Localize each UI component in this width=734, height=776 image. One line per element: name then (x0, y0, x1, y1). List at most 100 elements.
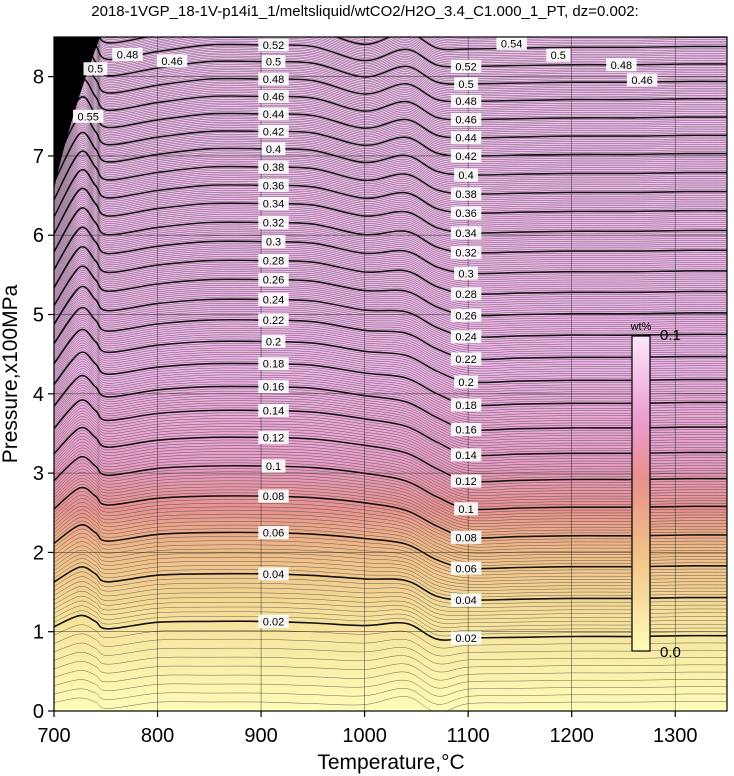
contour-label-bg (450, 330, 482, 344)
x-tick-label: 900 (244, 725, 277, 747)
contour-label: 0.24 (263, 294, 284, 306)
contour-label-bg (450, 448, 482, 462)
contour-label: 0.28 (455, 289, 476, 301)
contour-labels: 0.02 0.02 0.04 0.04 0.06 0.06 0.08 0.08 0.1 0.1 0.… (72, 36, 658, 645)
contour-label-bg (258, 380, 289, 394)
contour-label-bg (450, 474, 482, 488)
contour-label: 0.16 (455, 425, 476, 437)
x-tick-label: 1100 (447, 725, 490, 747)
contour-label-bg (83, 62, 108, 76)
contour-label: 0.5 (458, 79, 473, 91)
contour-label: 0.16 (263, 382, 284, 394)
contour-label: 0.22 (455, 354, 476, 366)
contour-label: 0.34 (455, 228, 476, 240)
y-tick-label: 1 (33, 622, 44, 644)
colorbar-bar (631, 335, 651, 652)
contour-label: 0.44 (263, 109, 284, 121)
contour-label: 0.2 (266, 336, 281, 348)
contour-label: 0.24 (455, 332, 476, 344)
contour-label-bg (72, 109, 104, 123)
contour-label: 0.44 (455, 133, 476, 145)
colorbar-max-label: 0.1 (660, 327, 681, 344)
contour-label-bg (258, 273, 289, 287)
contour-label-bg (454, 168, 478, 182)
contour-label-bg (450, 593, 482, 607)
x-tick-label: 1300 (653, 725, 698, 747)
contour-label-bg (156, 54, 188, 68)
grid (54, 37, 727, 711)
contour-label: 0.55 (77, 111, 98, 123)
contour-label: 0.06 (455, 563, 476, 575)
contour-label-bg (450, 206, 482, 220)
contour-label-bg (261, 55, 286, 69)
chart-title: 2018-1VGP_18-1V-p14i1_1/meltsliquid/wtCO… (91, 3, 638, 20)
contour-label: 0.46 (161, 56, 182, 68)
contour-label: 0.26 (455, 310, 476, 322)
black-corner (54, 37, 100, 190)
contour-label-bg (450, 187, 482, 201)
colorbar-min-label: 0.0 (660, 644, 681, 661)
contour-label-bg (258, 489, 289, 503)
y-axis-label: Pressure,x100MPa (0, 284, 22, 463)
contour-label-bg (258, 526, 289, 540)
contour-label: 0.12 (263, 432, 284, 444)
contour-label-bg (258, 430, 289, 444)
contour-label-bg (258, 403, 289, 417)
contour-label-bg (261, 334, 286, 348)
contour-label-bg (258, 124, 289, 138)
contour-label-bg (261, 142, 286, 156)
contour-label-bg (258, 178, 289, 192)
contour-label-bg (258, 89, 289, 103)
contour-label-bg (450, 59, 482, 73)
contour-label-bg (258, 72, 289, 86)
contour-label: 0.32 (455, 248, 476, 260)
contour-label: 0.02 (263, 616, 284, 628)
contour-label-bg (450, 308, 482, 322)
contour-label: 0.46 (455, 114, 476, 126)
contour-label: 0.26 (263, 275, 284, 287)
y-tick-label: 3 (33, 463, 44, 485)
x-tick-label: 700 (37, 725, 70, 747)
contour-label: 0.22 (263, 315, 284, 327)
contour-label: 0.14 (263, 405, 284, 417)
contour-label: 0.06 (263, 528, 284, 540)
contour-label-bg (258, 216, 289, 230)
contour-label: 0.1 (458, 504, 473, 516)
contour-label: 0.18 (455, 400, 476, 412)
contour-label: 0.5 (88, 64, 103, 76)
contour-label-bg (450, 226, 482, 240)
contour-label-bg (258, 292, 289, 306)
y-tick-label: 6 (33, 225, 44, 247)
contour-label: 0.36 (263, 180, 284, 192)
contour-label-bg (454, 266, 478, 280)
colorbar: wt% 0.1 0.0 (630, 321, 681, 661)
contour-label-bg (450, 561, 482, 575)
contour-label: 0.4 (266, 144, 281, 156)
contour-label: 0.42 (263, 126, 284, 138)
contour-label: 0.5 (551, 50, 566, 62)
contour-label-bg (112, 47, 143, 61)
contour-label: 0.5 (266, 57, 281, 69)
contour-label: 0.08 (263, 491, 284, 503)
contour-label: 0.08 (455, 532, 476, 544)
contour-label-bg (546, 48, 571, 62)
contour-label-bg (496, 36, 527, 50)
contour-label-bg (626, 73, 658, 87)
x-tick-label: 1000 (342, 725, 387, 747)
contour-label: 0.18 (263, 359, 284, 371)
contour-label: 0.3 (266, 237, 281, 249)
plot-frame (53, 36, 728, 712)
contour-label-bg (261, 459, 286, 473)
contour-label-bg (450, 530, 482, 544)
contour-label: 0.02 (455, 633, 476, 645)
contour-label-bg (258, 160, 289, 174)
contour-label: 0.38 (455, 189, 476, 201)
contour-label: 0.04 (263, 569, 284, 581)
contour-label: 0.28 (263, 256, 284, 268)
contour-label: 0.4 (458, 170, 473, 182)
contour-label: 0.3 (458, 268, 473, 280)
contour-label: 0.1 (266, 461, 281, 473)
contour-label: 0.14 (455, 450, 476, 462)
contour-label-bg (454, 375, 478, 389)
colorbar-unit: wt% (630, 321, 652, 333)
